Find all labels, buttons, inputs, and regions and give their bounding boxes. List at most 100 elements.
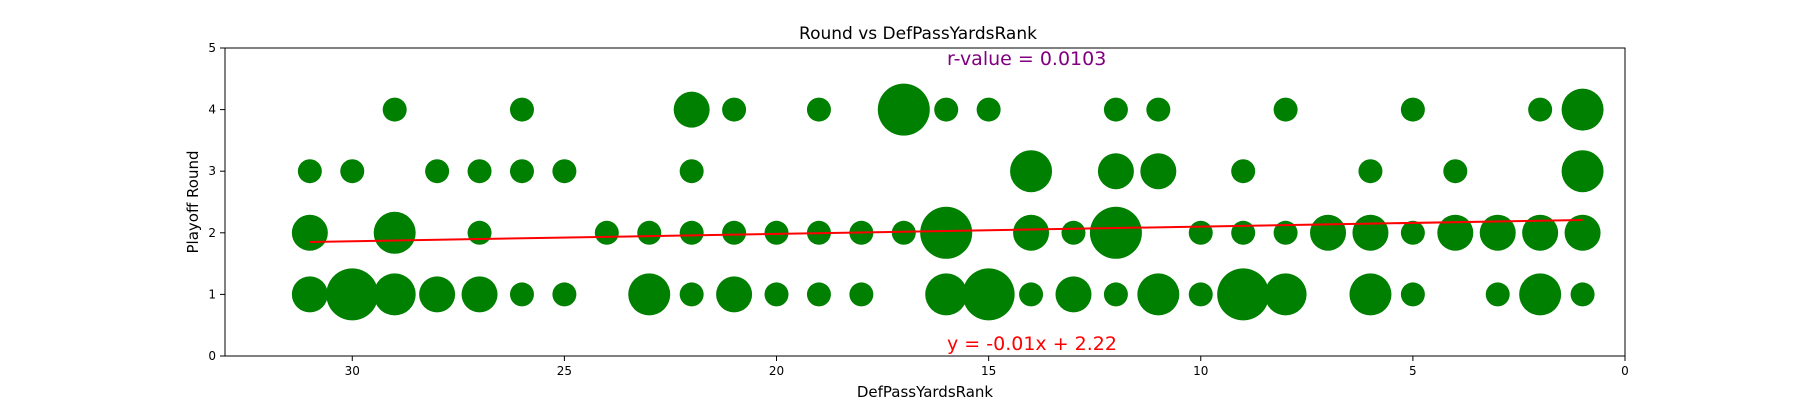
- scatter-point-60: [628, 273, 671, 316]
- scatter-point-69: [1055, 276, 1092, 313]
- scatter-point-49: [1437, 214, 1474, 251]
- scatter-point-79: [1570, 282, 1595, 307]
- scatter-point-73: [1217, 268, 1270, 321]
- regression-line: [309, 218, 1583, 243]
- scatter-point-34: [722, 220, 747, 245]
- x-tick-label-10: 10: [1193, 364, 1208, 378]
- scatter-point-38: [891, 220, 916, 245]
- scatter-point-17: [467, 159, 492, 184]
- x-tick-label-0: 0: [1621, 364, 1629, 378]
- scatter-point-0: [382, 97, 407, 122]
- y-tick-label-5: 5: [208, 41, 216, 55]
- scatter-point-12: [1528, 97, 1553, 122]
- scatter-point-40: [1013, 214, 1050, 251]
- y-tick-label-1: 1: [208, 287, 216, 301]
- scatter-point-22: [1097, 153, 1134, 190]
- scatter-point-14: [297, 159, 322, 184]
- x-tick-label-5: 5: [1409, 364, 1417, 378]
- scatter-point-55: [373, 273, 416, 316]
- scatter-point-4: [806, 97, 831, 122]
- scatter-point-32: [637, 220, 662, 245]
- x-tick-label-30: 30: [345, 364, 360, 378]
- scatter-point-31: [594, 220, 619, 245]
- x-tick-label-15: 15: [981, 364, 996, 378]
- regression-line-group: [309, 218, 1583, 243]
- scatter-point-13: [1561, 88, 1604, 131]
- x-tick-label-25: 25: [557, 364, 572, 378]
- scatter-point-56: [419, 276, 456, 313]
- scatter-point-59: [552, 282, 577, 307]
- scatter-point-9: [1146, 97, 1171, 122]
- y-tick-label-0: 0: [208, 349, 216, 363]
- scatter-point-20: [679, 159, 704, 184]
- scatter-point-63: [764, 282, 789, 307]
- scatter-point-28: [291, 214, 328, 251]
- y-tick-label-2: 2: [208, 226, 216, 240]
- scatter-point-61: [679, 282, 704, 307]
- scatter-point-11: [1400, 97, 1425, 122]
- scatter-point-44: [1231, 220, 1256, 245]
- scatter-point-50: [1479, 214, 1516, 251]
- scatter-point-41: [1061, 220, 1086, 245]
- scatter-point-76: [1400, 282, 1425, 307]
- scatter-point-72: [1188, 282, 1213, 307]
- scatter-point-78: [1519, 273, 1562, 316]
- scatter-point-27: [1561, 150, 1604, 193]
- scatter-point-53: [291, 276, 328, 313]
- scatter-point-45: [1273, 220, 1298, 245]
- scatter-point-19: [552, 159, 577, 184]
- scatter-point-5: [877, 83, 930, 136]
- scatter-point-42: [1089, 206, 1142, 259]
- scatter-point-3: [722, 97, 747, 122]
- scatter-point-1: [509, 97, 534, 122]
- scatter-point-77: [1485, 282, 1510, 307]
- scatter-point-15: [340, 159, 365, 184]
- scatter-point-33: [679, 220, 704, 245]
- scatter-point-35: [764, 220, 789, 245]
- x-axis-ticks: 30 25 20 15 10 5 0: [345, 356, 1629, 378]
- scatter-point-43: [1188, 220, 1213, 245]
- scatter-point-2: [673, 91, 710, 128]
- scatter-point-39: [920, 206, 973, 259]
- scatter-point-58: [509, 282, 534, 307]
- x-axis-label: DefPassYardsRank: [857, 383, 994, 400]
- scatter-point-7: [976, 97, 1001, 122]
- scatter-point-52: [1564, 214, 1601, 251]
- scatter-point-74: [1264, 273, 1307, 316]
- scatter-point-46: [1310, 214, 1347, 251]
- scatter-point-26: [1443, 159, 1468, 184]
- scatter-point-6: [934, 97, 959, 122]
- r-value-annotation: r-value = 0.0103: [947, 48, 1106, 70]
- plot-area-frame: [224, 47, 1626, 357]
- y-tick-label-4: 4: [208, 103, 216, 117]
- x-tick-label-20: 20: [769, 364, 784, 378]
- scatter-point-54: [326, 268, 379, 321]
- scatter-point-67: [962, 268, 1015, 321]
- scatter-point-10: [1273, 97, 1298, 122]
- scatter-point-62: [716, 276, 753, 313]
- scatter-point-30: [467, 220, 492, 245]
- scatter-point-57: [461, 276, 498, 313]
- scatter-point-64: [806, 282, 831, 307]
- scatter-point-24: [1231, 159, 1256, 184]
- scatter-point-29: [373, 211, 416, 254]
- y-axis-label: Playoff Round: [184, 150, 202, 253]
- scatter-point-48: [1400, 220, 1425, 245]
- scatter-point-66: [925, 273, 968, 316]
- regression-equation-annotation: y = -0.01x + 2.22: [947, 333, 1117, 355]
- scatter-point-70: [1103, 282, 1128, 307]
- scatter-point-8: [1103, 97, 1128, 122]
- scatter-point-21: [1010, 150, 1053, 193]
- scatter-point-23: [1140, 153, 1177, 190]
- scatter-point-71: [1137, 273, 1180, 316]
- scatter-point-75: [1349, 273, 1392, 316]
- chart-title: Round vs DefPassYardsRank: [799, 24, 1037, 44]
- scatter-point-16: [425, 159, 450, 184]
- scatter-point-18: [509, 159, 534, 184]
- scatter-point-65: [849, 282, 874, 307]
- y-axis-ticks: 0 1 2 3 4 5: [208, 41, 225, 363]
- scatter-point-25: [1358, 159, 1383, 184]
- scatter-point-68: [1019, 282, 1044, 307]
